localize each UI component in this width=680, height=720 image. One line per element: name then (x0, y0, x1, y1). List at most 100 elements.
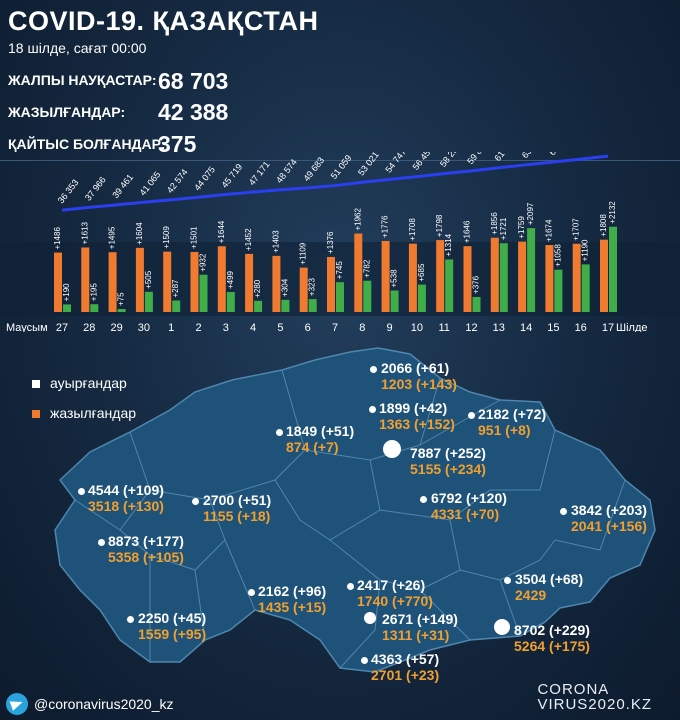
region-marker (494, 619, 510, 635)
bar-label: +745 (335, 261, 344, 280)
bar-new-cases (299, 267, 308, 312)
cumulative-line (61, 154, 609, 212)
map-shape (54, 347, 656, 673)
region-marker (78, 488, 85, 495)
region-marker (98, 539, 105, 546)
bar-label: +1509 (162, 226, 171, 249)
x-tick-label: 2 (195, 322, 201, 332)
cumulative-label: 65 188 (547, 152, 572, 157)
telegram-icon[interactable] (6, 693, 28, 715)
region-label: 8702 (+229) 5264 (+175) (514, 622, 590, 654)
region-marker (127, 616, 134, 623)
region-label: 6792 (+120) 4331 (+70) (431, 490, 507, 522)
bar-new-cases (354, 233, 363, 312)
region-label: 2700 (+51) 1155 (+18) (203, 492, 272, 524)
x-tick-label: 11 (438, 322, 449, 332)
region-marker (370, 366, 377, 373)
legend-cases-swatch (32, 380, 40, 388)
bar-recovered (336, 282, 344, 312)
bar-recovered (144, 291, 153, 312)
bar-recovered (390, 290, 399, 312)
legend-recovered-swatch (32, 410, 40, 418)
bar-new-cases (545, 245, 554, 312)
x-tick-label: 27 (56, 322, 68, 332)
bar-label: +1613 (80, 221, 89, 244)
x-tick-label: 14 (520, 322, 532, 332)
region-label: 2182 (+72) 951 (+8) (478, 406, 547, 438)
bar-label: +499 (226, 270, 235, 289)
bar-label: +1808 (599, 214, 608, 237)
social-handle[interactable]: @coronavirus2020_kz (34, 696, 174, 712)
daily-chart: 36 353 37 966 39 461 41 065 42 574 44 075 45 7… (0, 152, 680, 332)
bar-new-cases (190, 251, 199, 312)
month-start-label: Маусым (6, 322, 48, 332)
panel-divider (0, 160, 680, 161)
bar-new-cases (408, 243, 417, 312)
region-marker (276, 429, 283, 436)
cumulative-label: 54 747 (383, 152, 408, 175)
bar-label: +505 (144, 270, 153, 289)
bar-label: +1644 (217, 220, 226, 243)
x-tick-label: 15 (547, 322, 559, 332)
x-tick-label: 13 (493, 322, 505, 332)
region-label: 2066 (+61) 1203 (+143) (381, 360, 457, 392)
bar-recovered (363, 280, 372, 312)
region-marker-large (383, 440, 401, 458)
bar-new-cases (518, 241, 527, 312)
x-tick-label: 3 (223, 322, 229, 332)
bar-label: +1403 (271, 230, 280, 253)
bar-new-cases (217, 246, 226, 312)
bar-label: +1190 (581, 239, 590, 261)
x-tick-label: 4 (250, 322, 256, 332)
bar-label: +287 (171, 279, 180, 298)
x-tick-label: 17 (602, 322, 614, 332)
cumulative-label: 36 353 (56, 177, 81, 205)
bar-label: +1452 (244, 228, 253, 251)
deaths-value: 375 (158, 131, 197, 157)
bar-label: +538 (390, 269, 399, 288)
region-label: 2417 (+26) 1740 (+770) (357, 577, 433, 609)
cumulative-label: 45 719 (219, 162, 244, 190)
bar-new-cases (135, 247, 144, 312)
cumulative-label: 41 065 (138, 170, 163, 198)
bar-label: +2132 (608, 201, 617, 224)
bar-recovered (581, 264, 590, 312)
bar-label: +195 (89, 283, 98, 302)
region-label: 1899 (+42) 1363 (+152) (379, 400, 455, 432)
region-label: 7887 (+252) 5155 (+234) (410, 445, 486, 477)
bar-label: +1776 (381, 215, 390, 238)
bar-new-cases (600, 239, 608, 312)
recovered-label: ЖАЗЫЛҒАНДАР: (8, 104, 126, 120)
bar-new-cases (54, 252, 62, 312)
recovered-value: 42 388 (158, 99, 229, 125)
cumulative-label: 59 899 (465, 152, 490, 166)
bar-label: +1314 (444, 233, 453, 256)
cumulative-label: 51 059 (329, 153, 354, 181)
bar-label: +685 (417, 263, 426, 282)
cumulative-label: 49 683 (301, 155, 326, 183)
region-marker (361, 657, 368, 664)
cumulative-label: 39 461 (110, 172, 135, 200)
bar-label: +2097 (526, 202, 535, 225)
total-cases-value: 68 703 (158, 68, 229, 94)
bar-new-cases (381, 240, 390, 312)
region-label: 2671 (+149) 1311 (+31) (382, 611, 458, 643)
bar-label: +75 (117, 292, 126, 306)
cumulative-label: 47 171 (247, 159, 272, 187)
x-tick-label: 9 (387, 322, 393, 332)
legend-recovered-label: жазылғандар (50, 405, 137, 421)
cumulative-label: 56 455 (411, 152, 436, 172)
bar-recovered (172, 300, 181, 312)
bar-new-cases (327, 256, 335, 312)
cumulative-label: 44 075 (192, 165, 217, 193)
region-label: 8873 (+177) 5358 (+105) (108, 533, 184, 565)
x-tick-label: 29 (110, 322, 122, 332)
x-tick-label: 8 (359, 322, 365, 332)
kazakhstan-map (54, 347, 656, 673)
bar-label: +1058 (553, 244, 562, 267)
bar-label: +1646 (463, 220, 472, 243)
bar-new-cases (490, 237, 499, 312)
x-tick-label: 28 (83, 322, 95, 332)
bar-label: +304 (280, 278, 289, 297)
cumulative-label: 66 895 (574, 152, 599, 154)
